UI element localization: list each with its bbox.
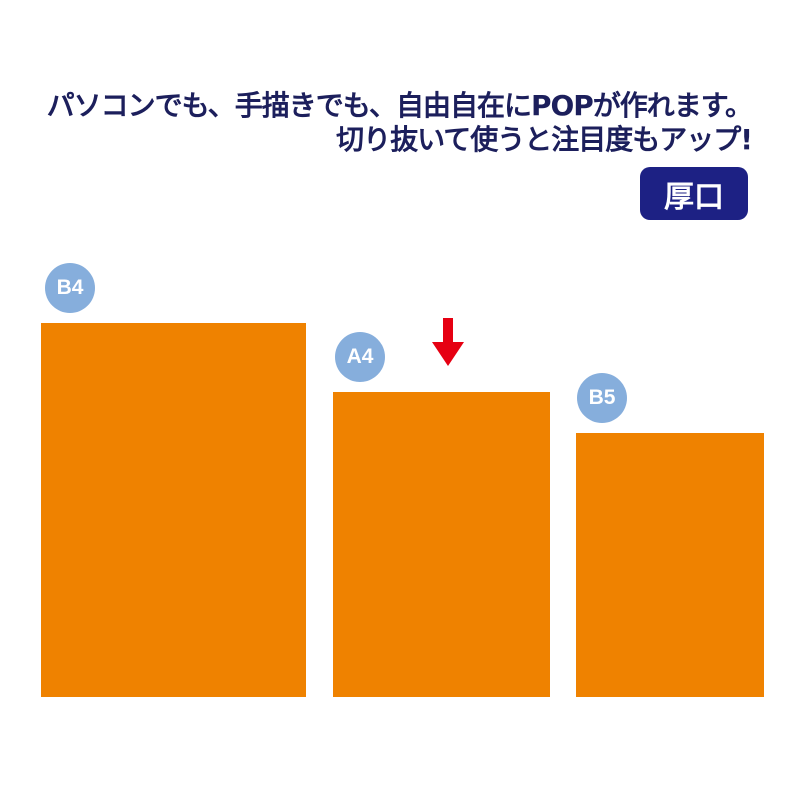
sheet-a4: [333, 392, 550, 697]
size-label-b4: B4: [45, 263, 95, 313]
size-label-b5: B5: [577, 373, 627, 423]
headline-line-2: 切り抜いて使うと注目度もアップ!: [336, 123, 753, 156]
arrow-down-icon: [432, 318, 464, 366]
thickness-badge: 厚口: [640, 167, 748, 220]
headline-line-1: パソコンでも、手描きでも、自由自在にPOPが作れます。: [46, 89, 753, 122]
sheet-b5: [576, 433, 764, 697]
sheet-b4: [41, 323, 306, 697]
size-label-a4: A4: [335, 332, 385, 382]
